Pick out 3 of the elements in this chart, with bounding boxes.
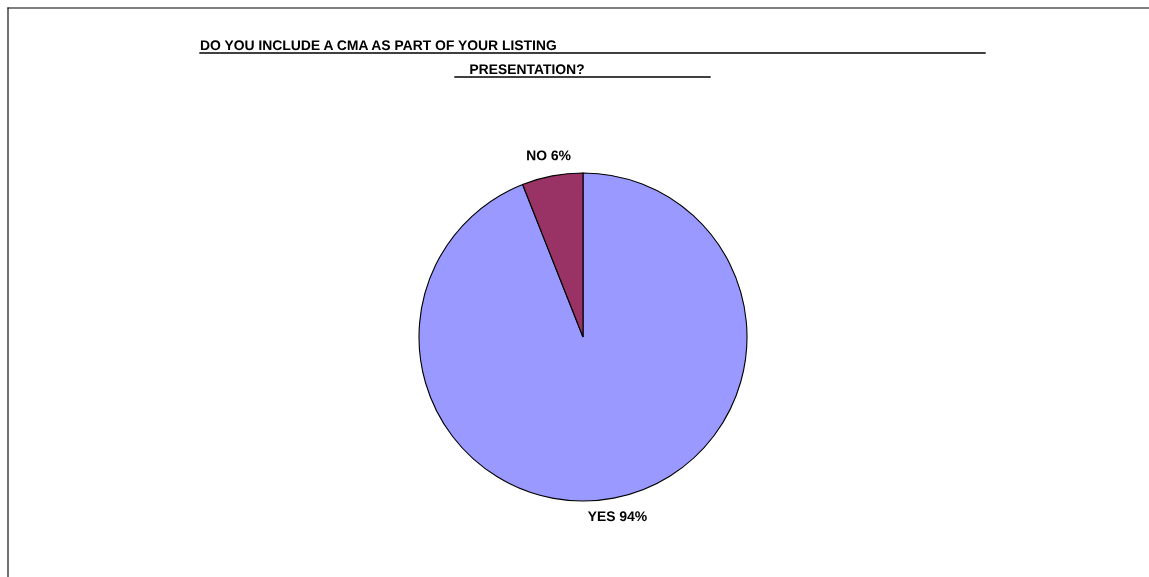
- slice-label: YES 94%: [587, 511, 647, 522]
- chart-title: DO YOU INCLUDE A CMA AS PART OF YOUR LISTING PRESENTATION?: [200, 40, 584, 75]
- slice-label: NO 6%: [527, 150, 571, 161]
